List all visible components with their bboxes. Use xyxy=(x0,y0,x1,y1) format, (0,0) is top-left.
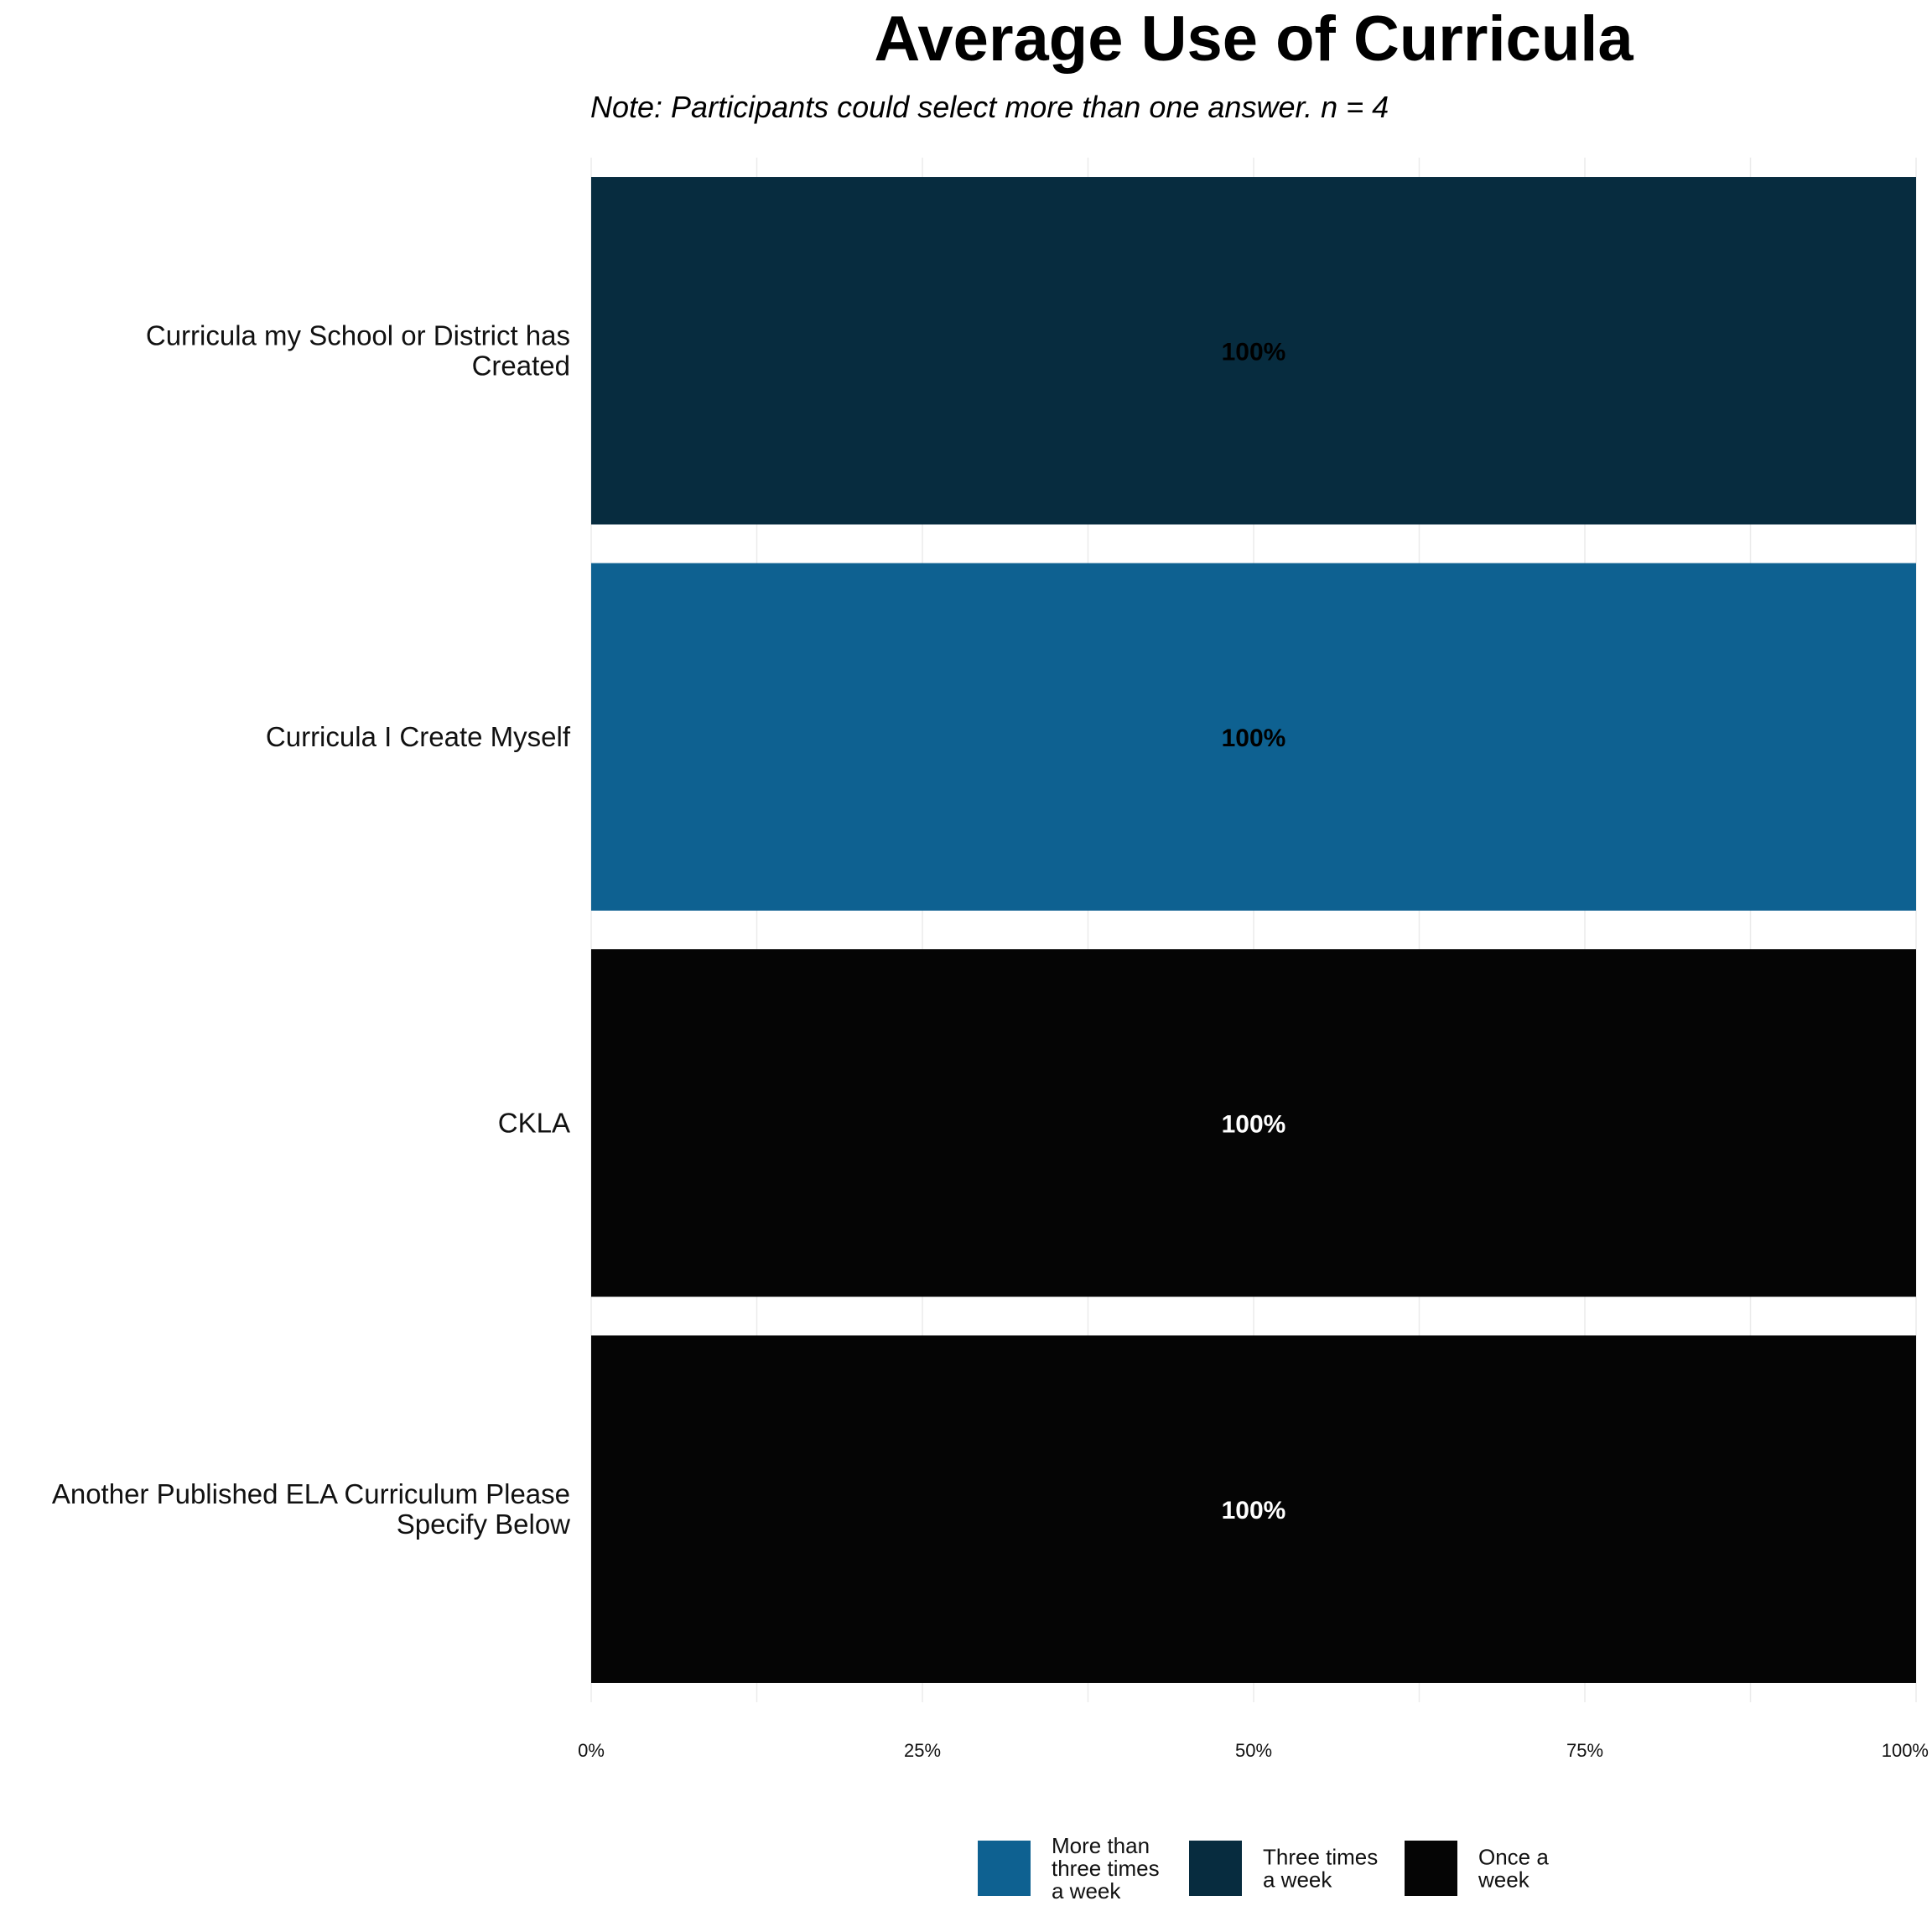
x-tick-label: 75% xyxy=(1566,1740,1603,1761)
category-label: Specify Below xyxy=(397,1509,570,1540)
bar-data-label: 100% xyxy=(1222,338,1286,366)
bar xyxy=(591,563,1916,911)
legend-label: Three times xyxy=(1263,1845,1378,1870)
legend-label: week xyxy=(1478,1867,1530,1893)
category-label: Another Published ELA Curriculum Please xyxy=(52,1478,570,1509)
chart-title: Average Use of Curricula xyxy=(874,3,1633,75)
x-tick-label: 50% xyxy=(1235,1740,1272,1761)
category-label: Curricula I Create Myself xyxy=(266,721,571,752)
legend-swatch xyxy=(978,1841,1031,1896)
bars: 100% 100% 100% 100% xyxy=(591,177,1916,1683)
bar xyxy=(591,1335,1916,1683)
category-label: CKLA xyxy=(498,1107,570,1138)
legend-label: More than xyxy=(1052,1833,1150,1858)
category-labels: Curricula my School or District hasCreat… xyxy=(52,319,571,1540)
legend-label: Once a xyxy=(1478,1845,1549,1870)
chart-subtitle: Note: Participants could select more tha… xyxy=(590,90,1389,124)
legend-label: three times xyxy=(1052,1856,1160,1881)
x-tick-label: 25% xyxy=(904,1740,941,1761)
legend-label: a week xyxy=(1263,1867,1332,1893)
bar xyxy=(591,177,1916,525)
category-label: Created xyxy=(472,350,570,381)
bar-data-label: 100% xyxy=(1222,1110,1286,1138)
x-axis-ticks: 0% 25% 50% 75% 100% xyxy=(578,1740,1929,1761)
category-label: Curricula my School or District has xyxy=(146,319,570,351)
x-tick-label: 0% xyxy=(578,1740,605,1761)
bar xyxy=(591,949,1916,1297)
x-tick-label: 100% xyxy=(1882,1740,1929,1761)
legend-swatch xyxy=(1405,1841,1457,1896)
bar-data-label: 100% xyxy=(1222,724,1286,752)
bar-data-label: 100% xyxy=(1222,1497,1286,1524)
legend-label: a week xyxy=(1052,1878,1121,1903)
legend-swatch xyxy=(1189,1841,1242,1896)
